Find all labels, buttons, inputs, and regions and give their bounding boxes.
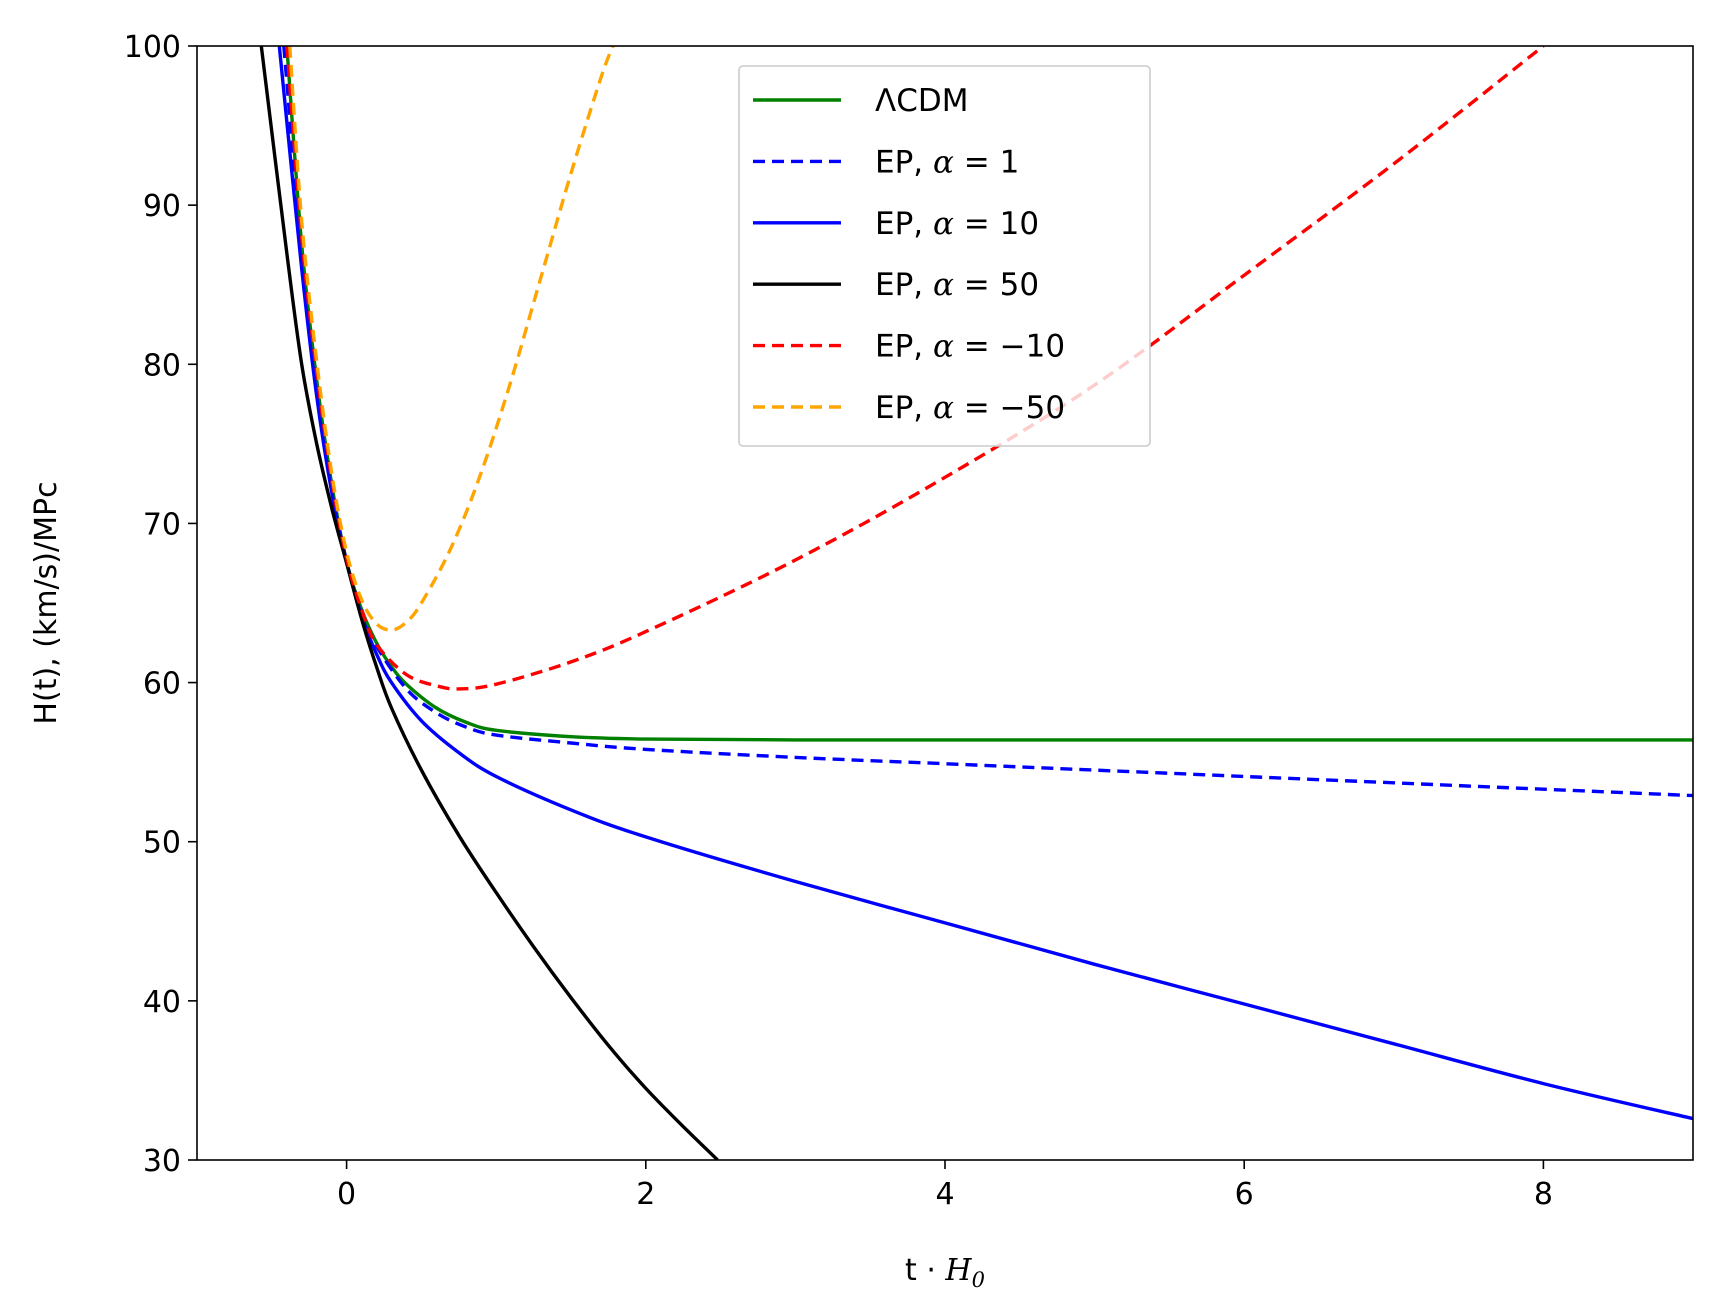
legend-label-var: α — [933, 390, 964, 426]
y-tick-label: 40 — [143, 985, 181, 1020]
y-tick-label: 70 — [143, 507, 181, 542]
series-line-3 — [277, 46, 1693, 1121]
y-axis-ticks: 30 40 50 60 70 80 90 100 — [124, 30, 197, 1179]
legend-label-var: α — [933, 206, 964, 242]
series-line-6 — [288, 46, 615, 632]
legend-label-var: α — [933, 267, 964, 303]
y-tick-label: 80 — [143, 348, 181, 383]
legend-label-1: ΛCDM — [875, 83, 968, 119]
legend-label-var: α — [933, 144, 964, 180]
legend-label-5: EP, α = −10 — [875, 329, 1065, 365]
x-tick-label: 4 — [935, 1177, 954, 1212]
x-axis-label-sub: 0 — [972, 1268, 985, 1292]
x-axis-label-prefix: t · — [905, 1253, 945, 1288]
x-tick-label: 6 — [1235, 1177, 1254, 1212]
y-axis-label: H(t), (km/s)/MPc — [29, 481, 64, 724]
series-layer — [259, 46, 1693, 1160]
legend-label-6: EP, α = −50 — [875, 390, 1065, 426]
legend-label-value: = −50 — [964, 390, 1065, 426]
x-axis-label-var: H — [944, 1253, 972, 1288]
legend-label-var: α — [933, 329, 964, 365]
legend-label-value: = 1 — [964, 144, 1020, 180]
legend-label-prefix: EP, — [875, 267, 933, 303]
legend-label-prefix: EP, — [875, 206, 933, 242]
legend-box — [738, 65, 1151, 447]
legend-label-4: EP, α = 50 — [875, 267, 1039, 303]
x-tick-label: 0 — [337, 1177, 356, 1212]
y-tick-label: 90 — [143, 189, 181, 224]
y-tick-label: 60 — [143, 667, 181, 702]
legend-label-value: = −10 — [964, 329, 1065, 365]
series-line-4 — [259, 46, 719, 1160]
y-tick-label: 30 — [143, 1144, 181, 1179]
x-tick-label: 2 — [636, 1177, 655, 1212]
legend-label-prefix: EP, — [875, 144, 933, 180]
x-axis-label: t · H0 — [905, 1253, 985, 1292]
legend-label-value: = 50 — [964, 267, 1039, 303]
legend-label-prefix: EP, — [875, 329, 933, 365]
y-tick-label: 100 — [124, 30, 181, 65]
x-axis-ticks: 0 2 4 6 8 — [337, 1160, 1553, 1212]
legend-label-2: EP, α = 1 — [875, 144, 1019, 180]
legend-label-prefix: EP, — [875, 390, 933, 426]
x-tick-label: 8 — [1534, 1177, 1553, 1212]
legend-label-value: = 10 — [964, 206, 1039, 242]
legend-label-3: EP, α = 10 — [875, 206, 1039, 242]
y-tick-label: 50 — [143, 826, 181, 861]
